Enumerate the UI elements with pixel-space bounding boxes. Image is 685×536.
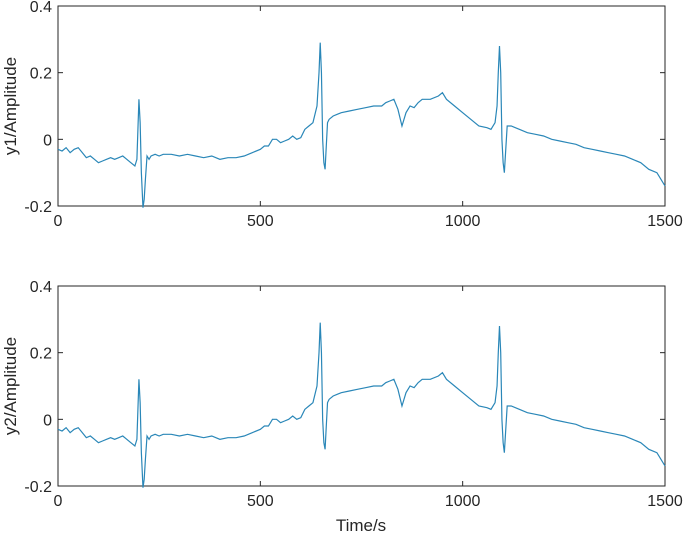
top-x-tick-label: 1500	[647, 213, 683, 230]
top-x-tick-label: 500	[247, 213, 274, 230]
top-x-tick-label: 0	[54, 213, 63, 230]
bottom-y-axis-label: y2/Amplitude	[1, 337, 20, 435]
top-plot-box	[57, 5, 666, 207]
top-y-tick-label: -0.2	[24, 199, 52, 216]
top-chart-panel: 0 500 1000 1500-0.200.20.4 y1/Amplitude	[1, 0, 683, 230]
bottom-x-tick-label: 500	[247, 493, 274, 510]
bottom-x-tick-label: 0	[54, 493, 63, 510]
top-x-tick-label: 1000	[445, 213, 481, 230]
top-y-axis-label: y1/Amplitude	[1, 57, 20, 155]
bottom-tick-group: 0 500 1000 1500-0.200.20.4	[24, 279, 682, 510]
bottom-x-axis-label: Time/s	[336, 516, 386, 535]
bottom-y-tick-label: 0	[43, 412, 52, 429]
top-tick-group: 0 500 1000 1500-0.200.20.4	[24, 0, 682, 230]
bottom-chart-panel: 0 500 1000 1500-0.200.20.4 y2/Amplitude Tim…	[1, 279, 683, 535]
bottom-plot-box	[57, 285, 666, 487]
bottom-series-line	[57, 322, 666, 488]
bottom-y-tick-label: 0.4	[30, 279, 52, 296]
bottom-x-tick-label: 1000	[445, 493, 481, 510]
top-series-line	[57, 42, 666, 208]
top-y-tick-label: 0.2	[30, 66, 52, 83]
bottom-y-tick-label: -0.2	[24, 479, 52, 496]
bottom-x-tick-label: 1500	[647, 493, 683, 510]
top-y-tick-label: 0	[43, 132, 52, 149]
top-y-tick-label: 0.4	[30, 0, 52, 16]
bottom-y-tick-label: 0.2	[30, 346, 52, 363]
